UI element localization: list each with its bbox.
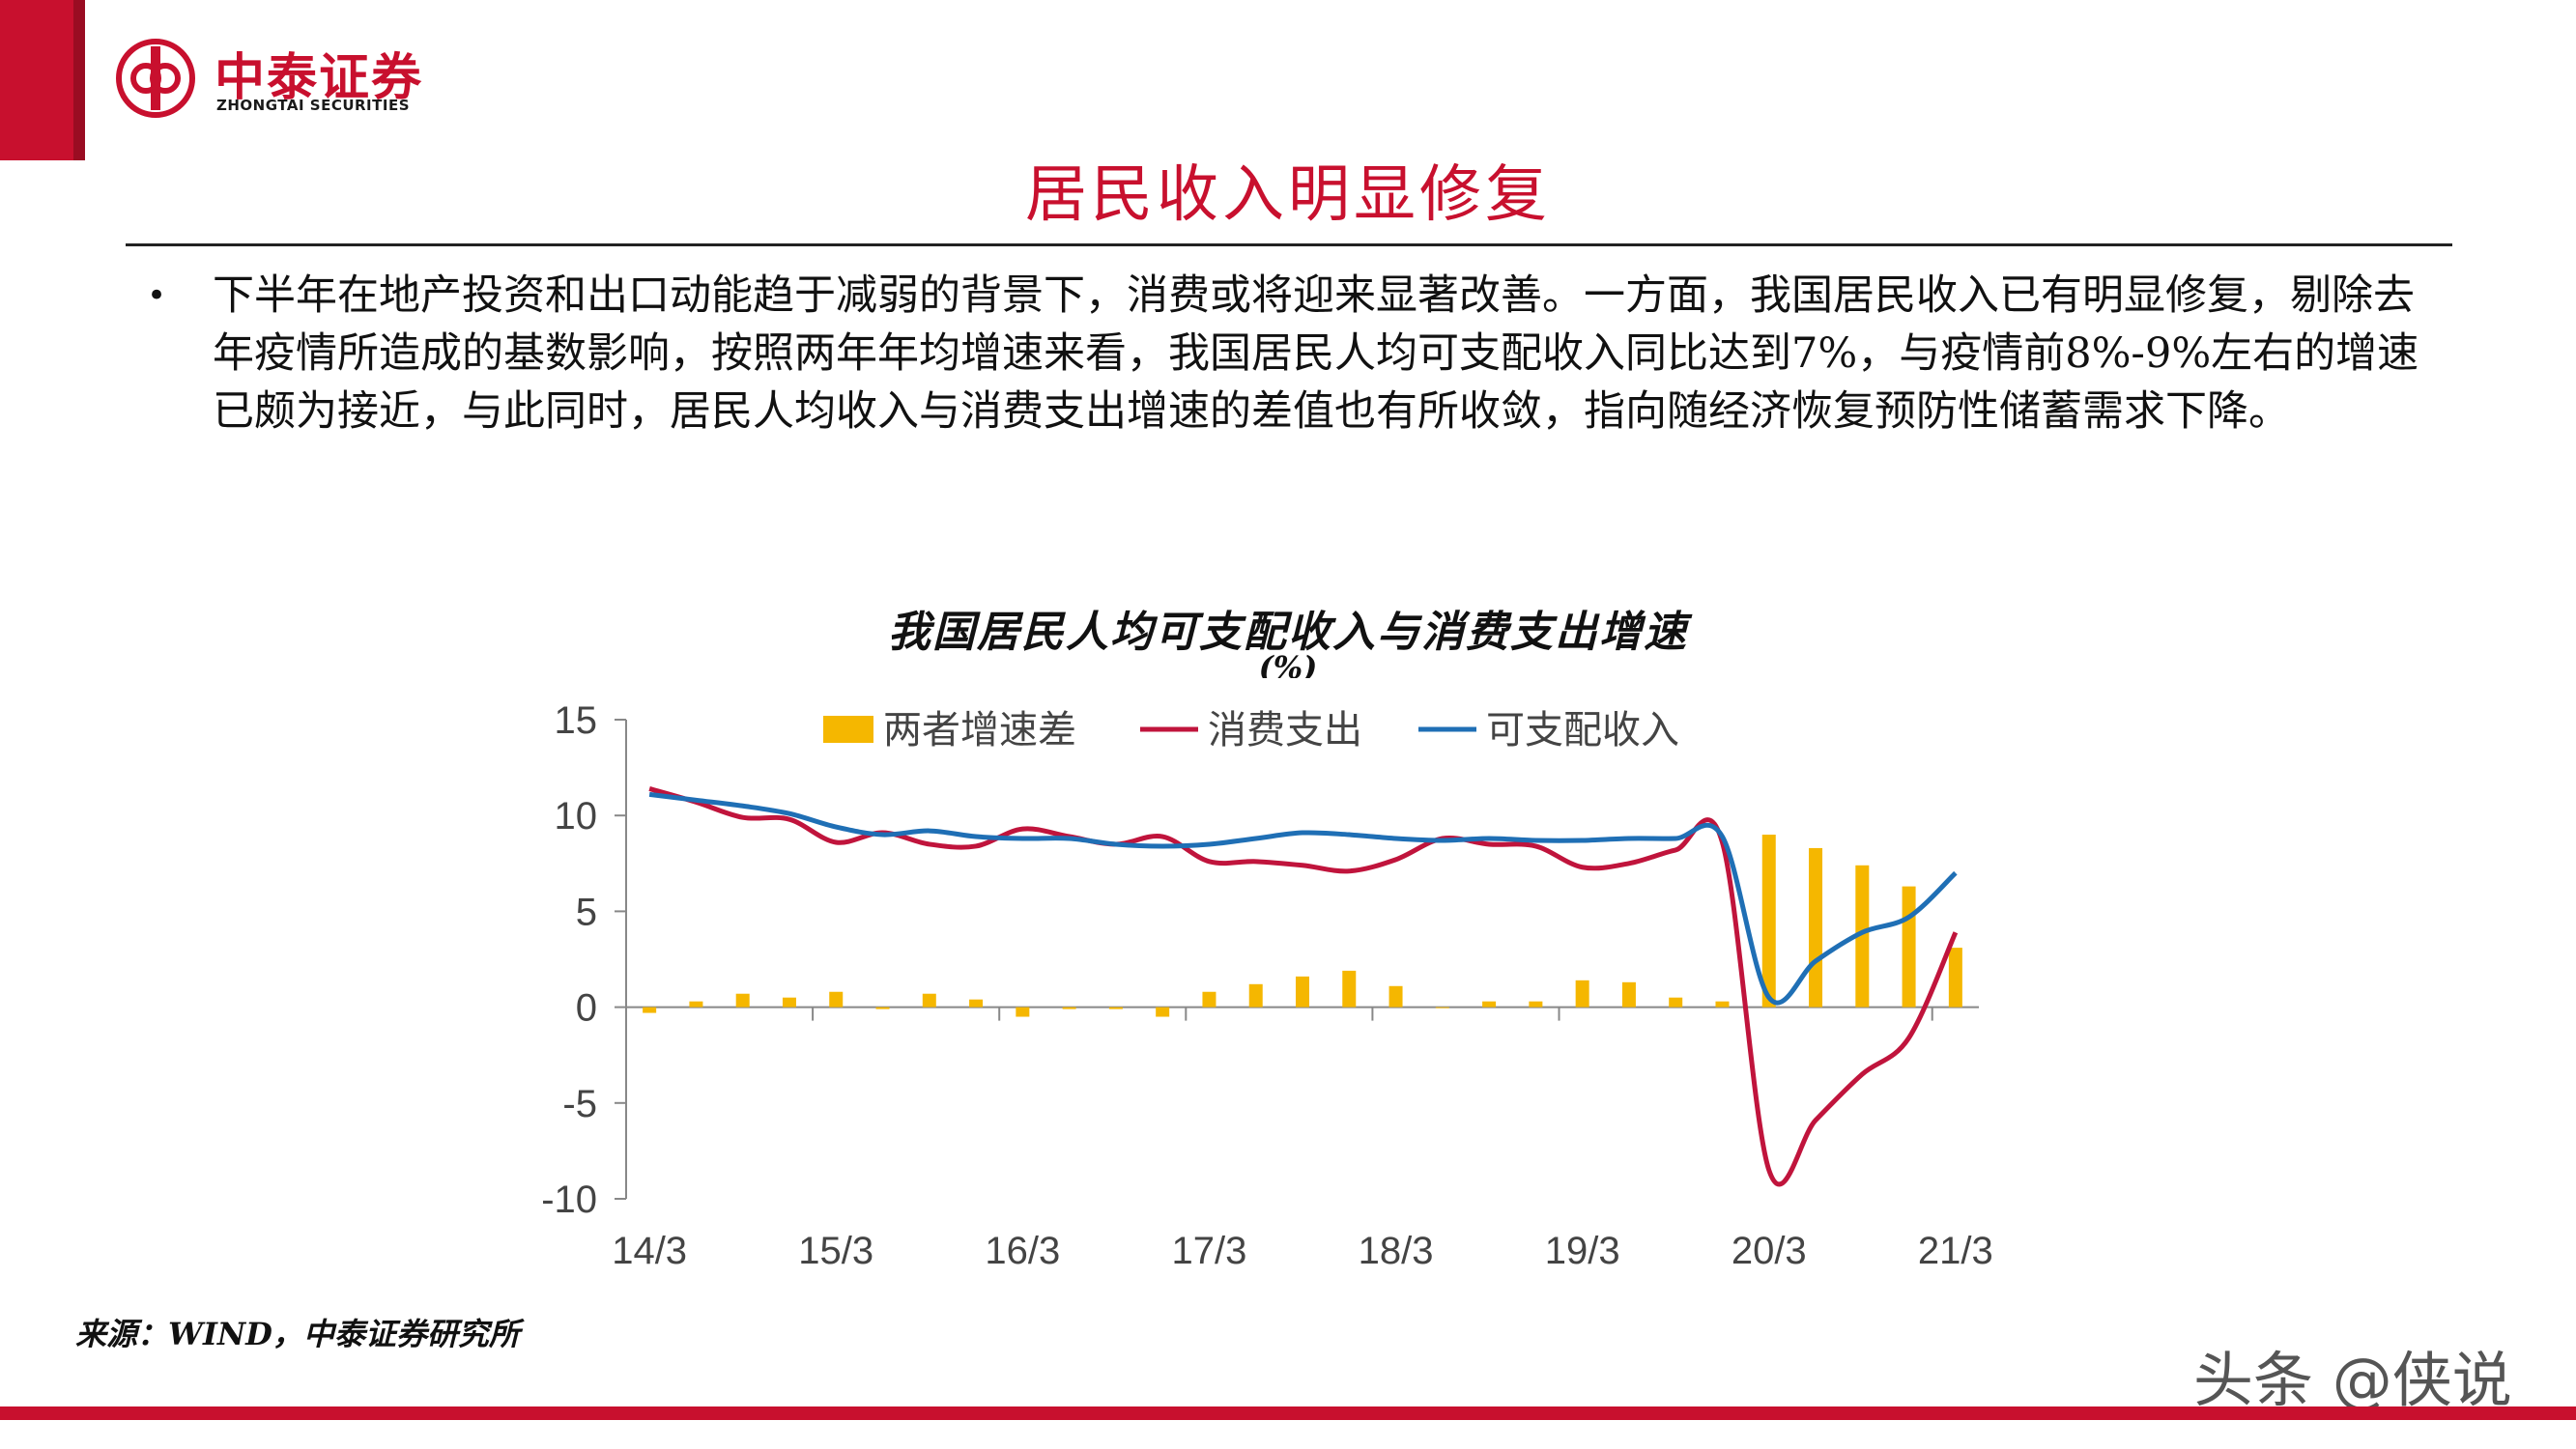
x-tick-label: 20/3 bbox=[1732, 1230, 1807, 1272]
bar-diff bbox=[1948, 948, 1962, 1008]
logo-english-name: ZHONGTAI SECURITIES bbox=[216, 97, 410, 114]
bar-diff bbox=[1435, 1007, 1449, 1009]
x-tick-label: 16/3 bbox=[985, 1230, 1060, 1272]
x-tick-label: 15/3 bbox=[798, 1230, 873, 1272]
bar-diff bbox=[1108, 1007, 1123, 1009]
bar-diff bbox=[922, 993, 936, 1008]
header-accent-bar bbox=[0, 0, 85, 160]
bar-diff bbox=[1202, 991, 1216, 1008]
bar-diff bbox=[689, 1001, 703, 1008]
y-tick-label: 5 bbox=[576, 891, 597, 933]
chart-title: 我国居民人均可支配收入与消费支出增速 bbox=[888, 608, 1688, 657]
bar-diff bbox=[1529, 1001, 1543, 1008]
bar-diff bbox=[875, 1007, 890, 1009]
bar-diff bbox=[1902, 886, 1916, 1008]
legend-bar-diff-label: 两者增速差 bbox=[883, 708, 1076, 753]
x-tick-label: 14/3 bbox=[612, 1230, 687, 1272]
logo-chinese-name: 中泰证券 bbox=[215, 49, 424, 107]
x-tick-label: 17/3 bbox=[1172, 1230, 1247, 1272]
footer-accent-bar bbox=[0, 1406, 2576, 1420]
legend-income-label: 可支配收入 bbox=[1486, 708, 1679, 753]
bar-diff bbox=[735, 993, 750, 1008]
bar-diff bbox=[1761, 835, 1776, 1008]
legend-bar-diff-swatch bbox=[823, 716, 873, 743]
chart-unit: (%) bbox=[1258, 649, 1318, 678]
y-tick-label: 10 bbox=[555, 795, 598, 838]
company-logo: 中泰证券 ZHONGTAI SECURITIES bbox=[114, 35, 462, 122]
bar-diff bbox=[1669, 997, 1683, 1008]
chart-area: 15 10 5 0 -5 -10 14/3 15/3 16/3 17/3 18/3 19/3 20/3 2… bbox=[541, 699, 1993, 1272]
bar-diff bbox=[1809, 847, 1823, 1008]
bar-diff bbox=[1575, 980, 1589, 1008]
bullet-marker: • bbox=[147, 276, 167, 315]
title-divider bbox=[126, 243, 2452, 246]
y-tick-label: 0 bbox=[576, 987, 597, 1030]
bar-diff bbox=[1621, 981, 1636, 1008]
bar-diff bbox=[829, 991, 844, 1008]
bar-diff bbox=[1715, 1001, 1730, 1008]
watermark: 头条 @侠说 bbox=[2193, 1345, 2512, 1415]
bar-diff bbox=[782, 997, 796, 1008]
bar-diff bbox=[643, 1007, 657, 1013]
y-tick-label: -10 bbox=[541, 1179, 597, 1221]
bullet-paragraph: 下半年在地产投资和出口动能趋于减弱的背景下，消费或将迎来显著改善。一方面，我国居… bbox=[213, 271, 2419, 436]
y-tick-label: 15 bbox=[555, 699, 598, 742]
x-tick-label: 21/3 bbox=[1918, 1230, 1993, 1272]
bar-diff bbox=[969, 999, 984, 1008]
y-tick-label: -5 bbox=[562, 1083, 597, 1125]
bar-diff bbox=[1482, 1001, 1497, 1008]
bar-diff bbox=[1016, 1007, 1030, 1017]
x-tick-label: 18/3 bbox=[1359, 1230, 1434, 1272]
bar-diff bbox=[1156, 1007, 1170, 1017]
bar-diff bbox=[1296, 976, 1309, 1008]
line-income bbox=[648, 791, 1958, 1006]
page-title: 居民收入明显修复 bbox=[1025, 159, 1551, 231]
bar-diff bbox=[1855, 865, 1870, 1008]
bar-diff bbox=[1342, 970, 1357, 1008]
x-tick-label: 19/3 bbox=[1545, 1230, 1620, 1272]
zhongtai-logo-icon bbox=[116, 39, 195, 118]
bar-diff bbox=[1248, 983, 1263, 1008]
source-note: 来源：WIND，中泰证券研究所 bbox=[75, 1316, 520, 1352]
bar-diff bbox=[1388, 985, 1403, 1008]
legend-consumption-label: 消费支出 bbox=[1208, 708, 1362, 753]
bar-diff bbox=[1062, 1007, 1076, 1009]
